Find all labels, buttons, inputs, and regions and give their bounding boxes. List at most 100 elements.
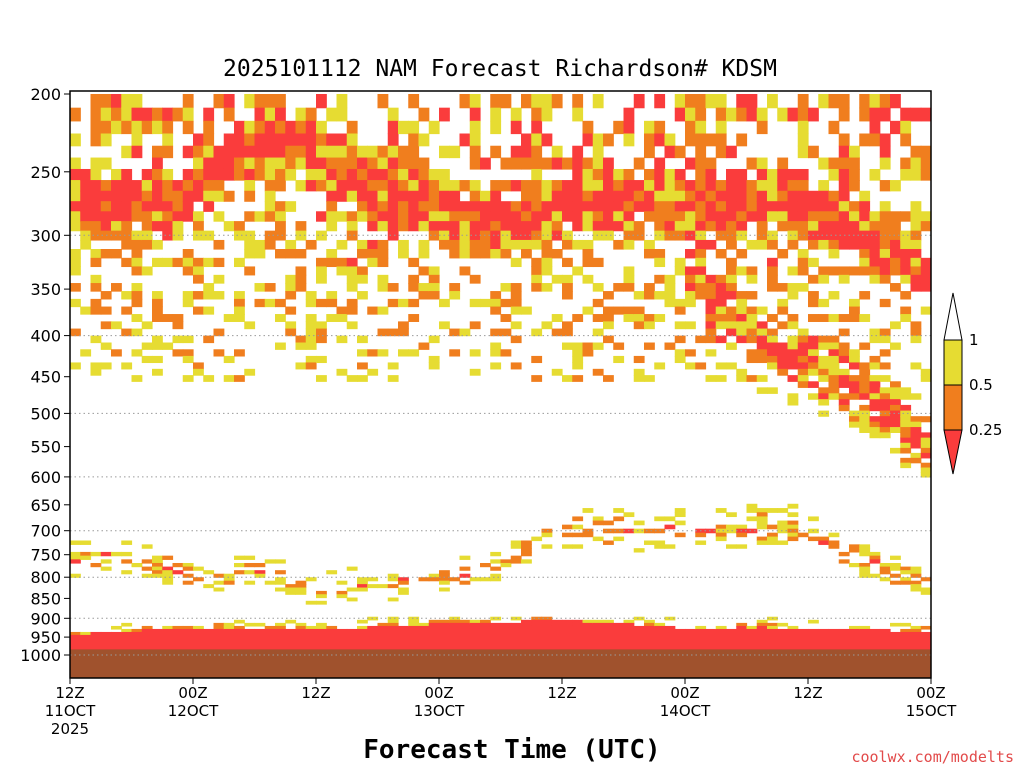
ri-cell xyxy=(828,640,840,645)
ri-cell xyxy=(726,321,737,330)
ri-cell xyxy=(100,190,112,202)
ri-cell xyxy=(920,462,931,469)
ri-cell xyxy=(562,524,573,530)
ri-cell xyxy=(603,637,614,642)
ri-cell xyxy=(797,634,809,639)
ri-cell xyxy=(633,528,645,534)
ri-cell xyxy=(592,168,604,181)
ri-cell xyxy=(459,211,471,222)
ri-cell xyxy=(531,157,543,170)
ri-cell xyxy=(541,634,553,639)
ri-cell xyxy=(521,559,532,564)
ri-cell xyxy=(674,512,686,518)
ri-cell xyxy=(859,393,871,400)
ri-cell xyxy=(900,410,912,417)
ri-cell xyxy=(377,94,389,109)
ri-cell xyxy=(715,230,727,241)
ri-cell xyxy=(756,540,768,545)
ri-cell xyxy=(234,133,245,147)
ri-cell xyxy=(910,457,922,464)
ri-cell xyxy=(869,427,881,433)
ri-cell xyxy=(879,640,891,645)
ri-cell xyxy=(654,157,666,170)
ri-cell xyxy=(562,628,573,633)
ri-cell xyxy=(439,637,450,642)
ri-cell xyxy=(644,375,655,382)
ri-cell xyxy=(654,637,666,642)
ri-cell xyxy=(305,107,317,122)
ri-cell xyxy=(756,640,768,645)
ri-cell xyxy=(531,221,543,232)
ri-cell xyxy=(664,524,676,530)
ri-cell xyxy=(726,180,737,192)
ri-cell xyxy=(685,631,696,636)
ri-cell xyxy=(500,622,512,627)
ri-cell xyxy=(285,628,297,633)
ri-cell xyxy=(367,249,379,259)
ri-cell xyxy=(623,631,635,636)
ri-cell xyxy=(603,190,614,202)
ri-cell xyxy=(100,566,112,571)
ri-cell xyxy=(808,628,819,633)
ri-cell xyxy=(623,180,635,192)
ri-cell xyxy=(664,168,676,181)
ri-cell xyxy=(408,190,420,202)
ri-cell xyxy=(818,239,830,250)
ri-cell xyxy=(469,157,481,170)
ri-cell xyxy=(869,355,881,364)
ri-cell xyxy=(408,120,420,135)
ri-cell xyxy=(869,381,881,388)
ri-cell xyxy=(521,646,532,650)
ri-cell xyxy=(726,283,737,292)
ri-cell xyxy=(828,249,840,259)
ri-cell xyxy=(654,540,666,545)
ri-cell xyxy=(623,190,635,202)
x-tick-label: 14OCT xyxy=(660,702,711,720)
ri-cell xyxy=(377,180,389,192)
ri-cell xyxy=(449,646,461,650)
ri-cell xyxy=(367,577,379,582)
ri-cell xyxy=(418,133,430,147)
ri-cell xyxy=(787,291,799,300)
ri-cell xyxy=(480,640,491,645)
ri-cell xyxy=(244,643,256,648)
ri-cell xyxy=(797,375,809,382)
ri-cell xyxy=(510,559,522,564)
ri-cell xyxy=(756,375,768,382)
ri-cell xyxy=(70,168,81,181)
ri-cell xyxy=(869,266,881,276)
ri-cell xyxy=(818,201,830,212)
ri-cell xyxy=(193,133,204,147)
ri-cell xyxy=(316,643,327,648)
y-tick-label: 350 xyxy=(30,280,61,299)
ri-cell xyxy=(152,314,163,322)
ri-cell xyxy=(756,520,768,526)
ri-cell xyxy=(100,640,112,645)
ri-cell xyxy=(910,239,922,250)
ri-cell xyxy=(603,622,614,627)
ri-cell xyxy=(777,283,789,292)
ri-cell xyxy=(439,619,450,624)
ri-cell xyxy=(603,640,614,645)
ri-cell xyxy=(910,643,922,648)
ri-cell xyxy=(223,631,235,636)
ri-cell xyxy=(131,631,143,636)
ri-cell xyxy=(500,211,512,222)
ri-cell xyxy=(367,631,379,636)
ri-cell xyxy=(428,634,440,639)
ri-cell xyxy=(603,157,614,170)
ri-cell xyxy=(387,168,399,181)
ri-cell xyxy=(223,133,235,147)
ri-cell xyxy=(572,349,584,357)
ri-cell xyxy=(490,559,502,564)
ri-cell xyxy=(767,508,778,513)
ri-cell xyxy=(685,230,696,241)
ri-cell xyxy=(869,393,881,400)
ri-cell xyxy=(592,516,604,522)
ri-cell xyxy=(254,283,266,292)
ri-cell xyxy=(418,622,430,627)
ri-cell xyxy=(849,349,860,357)
ri-cell xyxy=(162,577,174,582)
ri-cell xyxy=(572,362,584,370)
